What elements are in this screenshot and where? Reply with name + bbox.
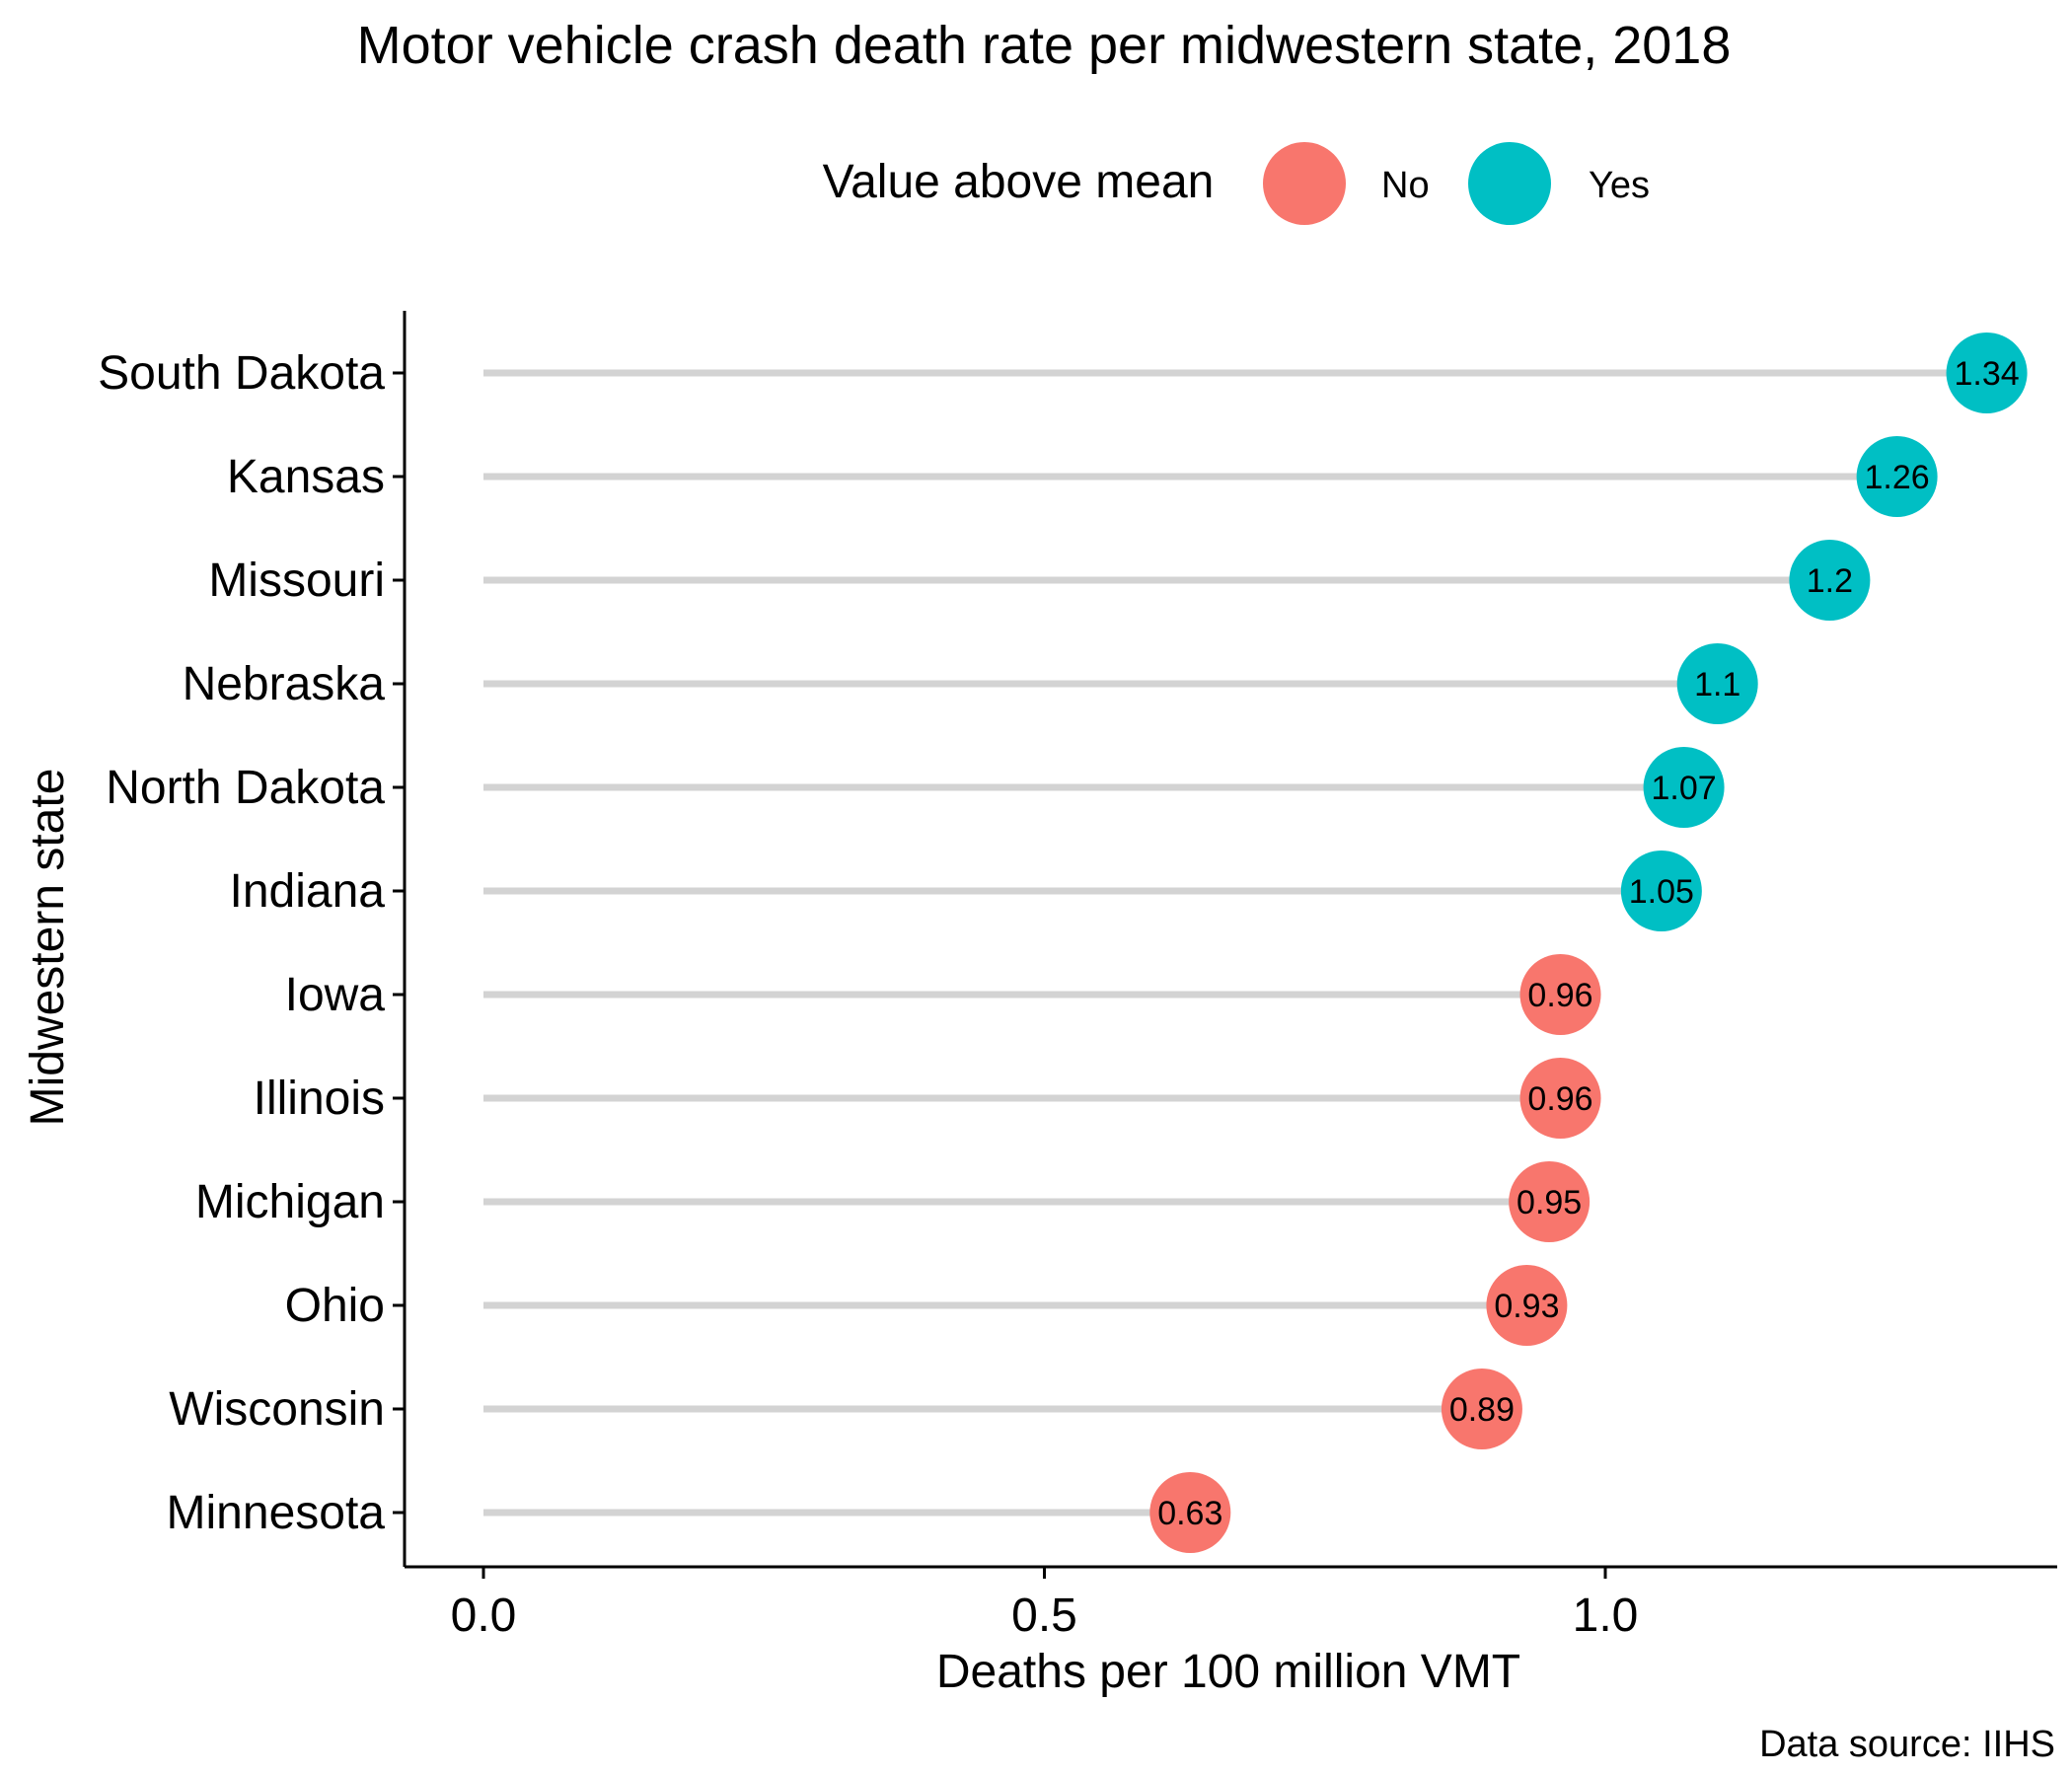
data-source-caption: Data source: IIHS	[1759, 1724, 2055, 1765]
point-value-label: 1.26	[1865, 459, 1930, 496]
lollipop-point	[1676, 643, 1758, 724]
lollipop-stems	[483, 369, 1987, 1517]
y-tick-label: Indiana	[230, 865, 386, 918]
point-value-label: 0.63	[1157, 1495, 1222, 1532]
lollipop-points: 1.34 1.26 1.2 1.1 1.07 1.05 0.96 0.96 0.95 0.93 0.…	[1149, 333, 2028, 1553]
point-value-label: 0.96	[1527, 1080, 1592, 1118]
legend-label-no: No	[1381, 165, 1430, 206]
y-tick-label: North Dakota	[106, 762, 385, 814]
lollipop-point	[1486, 1265, 1568, 1346]
lollipop-point	[1519, 1058, 1601, 1139]
x-axis-label: Deaths per 100 million VMT	[936, 1646, 1520, 1698]
lollipop-point	[1643, 747, 1725, 828]
y-tick-label: Missouri	[208, 555, 385, 607]
lollipop-point	[1519, 954, 1601, 1035]
y-tick-label: Ohio	[285, 1280, 385, 1332]
x-tick-label: 0.0	[451, 1590, 517, 1642]
lollipop-point	[1789, 540, 1871, 621]
x-axis: 0.0 0.5 1.0	[405, 1565, 2057, 1642]
legend-swatch-no	[1263, 142, 1346, 225]
y-tick-label: Wisconsin	[169, 1383, 385, 1436]
y-tick-label: Kansas	[227, 451, 385, 503]
x-tick-label: 1.0	[1573, 1590, 1639, 1642]
point-value-label: 0.89	[1449, 1391, 1515, 1429]
point-value-label: 0.95	[1517, 1184, 1582, 1221]
y-tick-label: Minnesota	[167, 1487, 386, 1539]
point-value-label: 0.93	[1494, 1288, 1559, 1325]
legend-entries: No Yes	[1263, 142, 1650, 225]
point-value-label: 1.34	[1954, 355, 2019, 393]
y-axis-label: Midwestern state	[22, 769, 74, 1127]
y-tick-label: South Dakota	[98, 347, 385, 400]
legend: Value above mean No Yes	[823, 142, 1650, 225]
point-value-label: 1.07	[1651, 770, 1716, 807]
lollipop-point	[1149, 1472, 1231, 1553]
point-value-label: 1.1	[1694, 666, 1740, 703]
point-value-label: 1.2	[1807, 562, 1853, 600]
legend-title: Value above mean	[823, 156, 1215, 208]
x-tick-label: 0.5	[1011, 1590, 1077, 1642]
point-value-label: 0.96	[1527, 977, 1592, 1014]
y-tick-label: Iowa	[285, 969, 386, 1021]
chart-title: Motor vehicle crash death rate per midwe…	[357, 16, 1732, 75]
y-axis: South Dakota Kansas Missouri Nebraska North …	[98, 311, 407, 1567]
lollipop-point	[1441, 1369, 1522, 1449]
legend-label-yes: Yes	[1589, 165, 1650, 206]
lollipop-point	[1856, 436, 1938, 517]
lollipop-point	[1620, 851, 1702, 931]
legend-swatch-yes	[1468, 142, 1551, 225]
y-tick-label: Illinois	[254, 1073, 385, 1125]
point-value-label: 1.05	[1629, 873, 1694, 911]
y-tick-label: Nebraska	[183, 658, 386, 710]
lollipop-point	[1946, 333, 2028, 413]
lollipop-point	[1509, 1161, 1591, 1242]
y-tick-label: Michigan	[195, 1176, 385, 1228]
